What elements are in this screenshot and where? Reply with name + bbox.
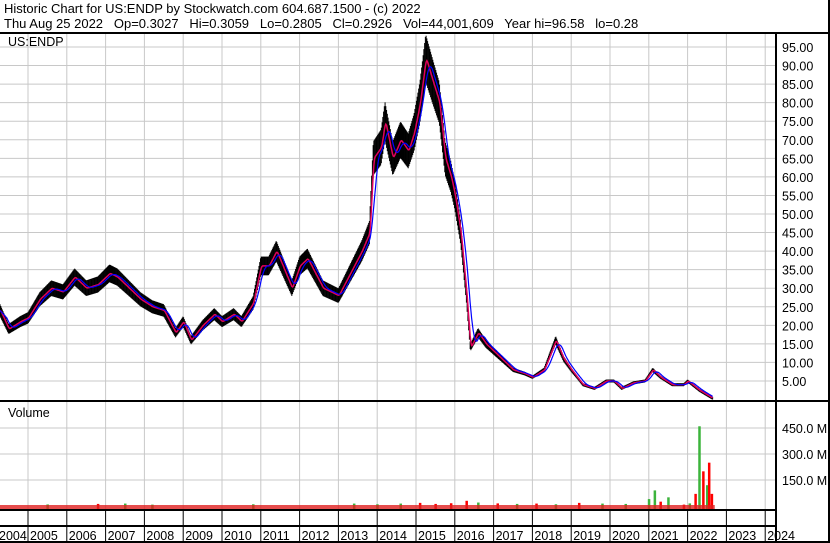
y-tick-label: 5.00	[782, 375, 806, 389]
volume-bar	[706, 485, 709, 509]
volume-bar	[710, 493, 714, 509]
x-tick-label: 2014	[379, 529, 407, 543]
quote-summary: Thu Aug 25 2022 Op=0.3027 Hi=0.3059 Lo=0…	[4, 16, 639, 31]
y-tick-label: 30.00	[782, 282, 813, 296]
y-tick-label: 70.00	[782, 134, 813, 148]
y-tick-label: 90.00	[782, 60, 813, 74]
x-tick-label: 2021	[651, 529, 679, 543]
volume-label: Volume	[8, 406, 50, 420]
volume-bar	[667, 497, 670, 509]
y-tick-label: 65.00	[782, 152, 813, 166]
volume-bar	[707, 462, 711, 509]
volume-baseline	[0, 505, 715, 509]
x-tick-label: 2012	[302, 529, 330, 543]
x-tick-label: 2007	[108, 529, 136, 543]
volume-bars	[0, 426, 715, 509]
y-tick-label: 80.00	[782, 97, 813, 111]
y-tick-label: 15.00	[782, 338, 813, 352]
short-moving-average	[0, 59, 714, 399]
x-tick-label: 2006	[69, 529, 97, 543]
volume-bar	[465, 500, 468, 509]
x-tick-label: 2004	[0, 529, 27, 543]
y-tick-label: 55.00	[782, 189, 813, 203]
y-tick-label: 25.00	[782, 301, 813, 315]
y-tick-label: 60.00	[782, 171, 813, 185]
x-tick-label: 2015	[418, 529, 446, 543]
volume-tick-label: 300.0 M	[782, 448, 827, 462]
volume-bar	[694, 493, 697, 509]
volume-tick-label: 150.0 M	[782, 474, 827, 488]
volume-tick-label: 450.0 M	[782, 422, 827, 436]
y-tick-label: 20.00	[782, 319, 813, 333]
y-tick-label: 35.00	[782, 264, 813, 278]
x-tick-label: 2024	[767, 529, 795, 543]
price-series	[0, 35, 714, 400]
y-tick-label: 45.00	[782, 227, 813, 241]
x-tick-label: 2011	[263, 529, 290, 543]
x-tick-label: 2005	[30, 529, 58, 543]
volume-bar	[702, 471, 705, 509]
volume-axis: 450.0 M 300.0 M 150.0 M	[782, 422, 827, 488]
x-tick-label: 2018	[534, 529, 562, 543]
symbol-label: US:ENDP	[8, 35, 64, 49]
x-tick-label: 2023	[728, 529, 756, 543]
price-axis: 95.00 90.00 85.00 80.00 75.00 70.00 65.00 60.00…	[782, 41, 813, 389]
x-tick-label: 2019	[573, 529, 601, 543]
y-tick-label: 50.00	[782, 208, 813, 222]
x-tick-label: 2009	[185, 529, 213, 543]
x-tick-label: 2010	[224, 529, 252, 543]
x-tick-label: 2016	[457, 529, 485, 543]
y-tick-label: 75.00	[782, 115, 813, 129]
volume-bar	[698, 426, 701, 509]
y-tick-label: 10.00	[782, 356, 813, 370]
y-tick-label: 95.00	[782, 41, 813, 55]
x-tick-label: 2017	[496, 529, 524, 543]
chart-title: Historic Chart for US:ENDP by Stockwatch…	[4, 1, 421, 16]
x-tick-label: 2013	[340, 529, 368, 543]
x-tick-label: 2022	[690, 529, 718, 543]
y-tick-label: 85.00	[782, 78, 813, 92]
x-tick-label: 2020	[612, 529, 640, 543]
x-tick-label: 2008	[146, 529, 174, 543]
y-tick-label: 40.00	[782, 245, 813, 259]
volume-bar	[653, 490, 657, 509]
year-axis: 2004 2005 2006 2007 2008 2009 2010 2011 2012 2013…	[0, 511, 795, 543]
long-moving-average	[0, 66, 713, 397]
volume-bar	[647, 499, 651, 509]
